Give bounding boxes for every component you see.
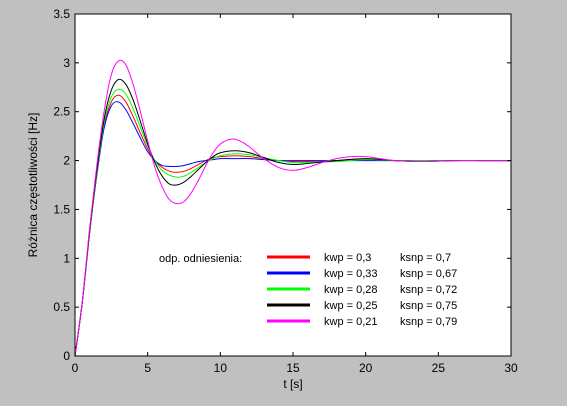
axes-layer: 0 5 10 15 20 25 30 0 0.5 1 1.5 2 2.5 3 3.5 bbox=[53, 7, 518, 375]
legend-kwp-2: kwp = 0,28 bbox=[324, 284, 378, 296]
y-tick-label: 1.5 bbox=[53, 202, 70, 216]
series-line-0 bbox=[74, 94, 511, 357]
legend: odp. odniesienia: kwp = 0,3 ksnp = 0,7 kwp… bbox=[159, 252, 457, 328]
x-axis-label: t [s] bbox=[283, 377, 302, 391]
plot-area bbox=[74, 13, 512, 357]
y-tick-label: 0.5 bbox=[53, 300, 70, 314]
legend-kwp-3: kwp = 0,25 bbox=[324, 300, 378, 312]
legend-kwp-1: kwp = 0,33 bbox=[324, 268, 378, 280]
legend-title: odp. odniesienia: bbox=[159, 253, 242, 265]
series-line-4 bbox=[74, 59, 511, 357]
x-tick-label: 20 bbox=[359, 361, 373, 375]
legend-ksnp-1: ksnp = 0,67 bbox=[400, 268, 457, 280]
y-tick-label: 3 bbox=[63, 56, 70, 70]
x-tick-label: 5 bbox=[144, 361, 151, 375]
legend-ksnp-2: ksnp = 0,72 bbox=[400, 284, 457, 296]
series-layer bbox=[74, 59, 511, 357]
y-tick-label: 2.5 bbox=[53, 105, 70, 119]
legend-kwp-4: kwp = 0,21 bbox=[324, 316, 378, 328]
series-line-2 bbox=[74, 88, 511, 357]
y-tick-label: 2 bbox=[63, 154, 70, 168]
x-tick-label: 25 bbox=[432, 361, 446, 375]
legend-ksnp-3: ksnp = 0,75 bbox=[400, 300, 457, 312]
x-tick-label: 10 bbox=[214, 361, 228, 375]
y-tick-label: 3.5 bbox=[53, 7, 70, 21]
legend-ksnp-0: ksnp = 0,7 bbox=[400, 252, 451, 264]
legend-kwp-0: kwp = 0,3 bbox=[324, 252, 371, 264]
y-tick-label: 0 bbox=[63, 349, 70, 363]
y-axis-label: Różnica częstotliwości [Hz] bbox=[26, 113, 40, 258]
x-tick-label: 15 bbox=[286, 361, 300, 375]
x-tick-label: 30 bbox=[504, 361, 518, 375]
x-tick-label: 0 bbox=[72, 361, 79, 375]
legend-ksnp-4: ksnp = 0,79 bbox=[400, 316, 457, 328]
y-tick-label: 1 bbox=[63, 251, 70, 265]
series-line-3 bbox=[74, 78, 511, 357]
